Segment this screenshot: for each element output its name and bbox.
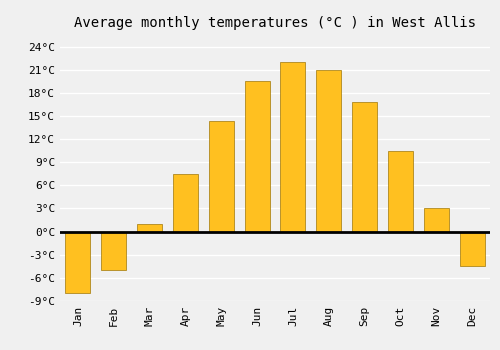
Title: Average monthly temperatures (°C ) in West Allis: Average monthly temperatures (°C ) in We… <box>74 16 476 30</box>
Bar <box>460 232 484 266</box>
Bar <box>244 81 270 232</box>
Bar <box>137 224 162 232</box>
Bar <box>173 174 198 232</box>
Bar <box>280 62 305 232</box>
Bar <box>316 70 342 232</box>
Bar <box>208 121 234 232</box>
Bar <box>388 150 413 232</box>
Bar <box>424 209 449 232</box>
Bar <box>66 232 90 293</box>
Bar <box>352 102 377 232</box>
Bar <box>101 232 126 270</box>
